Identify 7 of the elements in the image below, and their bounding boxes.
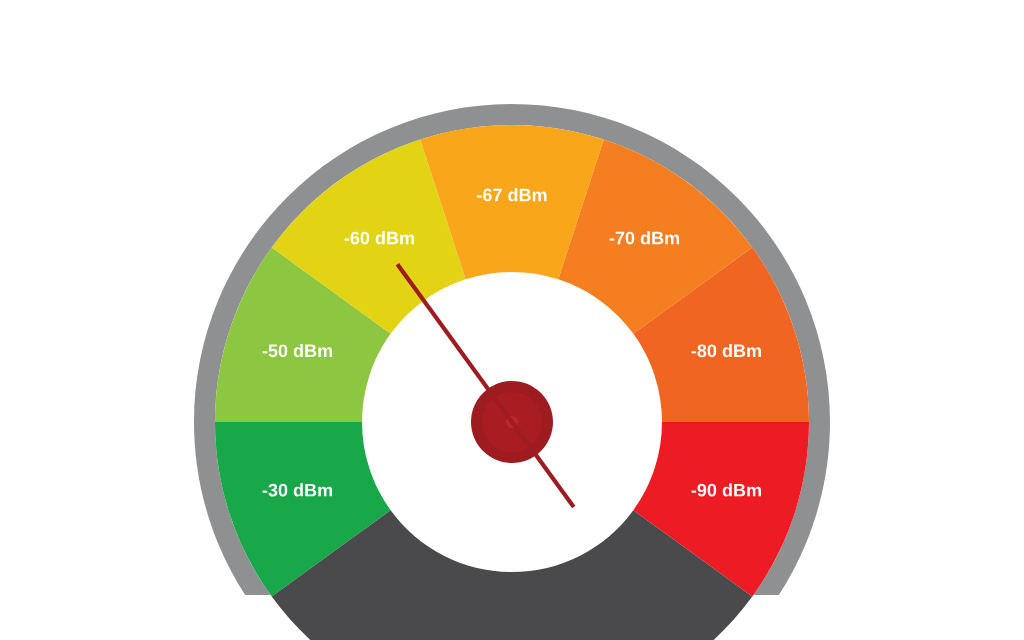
slice-label: -80 dBm bbox=[691, 343, 761, 358]
slice-label: -30 dBm bbox=[262, 483, 333, 497]
slice-label: -60 dBm bbox=[344, 231, 414, 245]
slice-label: -90 dBm bbox=[691, 483, 761, 497]
slice-label: -70 dBm bbox=[609, 231, 680, 245]
slice-label: -50 dBm bbox=[262, 343, 333, 358]
slice-label: -67 dBm bbox=[477, 188, 547, 202]
